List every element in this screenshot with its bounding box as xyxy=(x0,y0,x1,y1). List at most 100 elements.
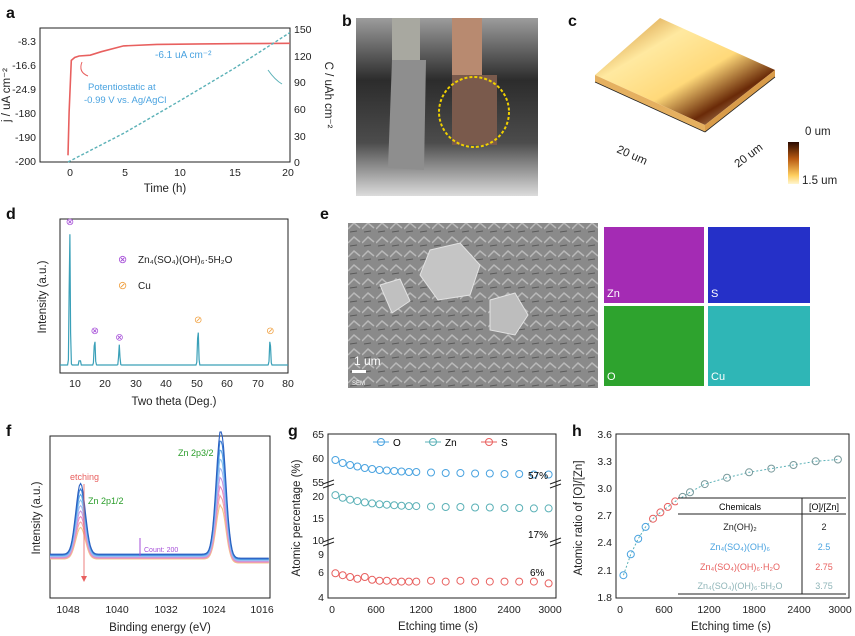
xtick: 80 xyxy=(282,378,294,390)
data-point-s xyxy=(382,576,391,585)
ytick: 65 xyxy=(312,429,324,441)
data-point xyxy=(811,457,820,466)
y-axis-label: Intensity (a.u.) xyxy=(31,481,43,554)
ytick: 6 xyxy=(318,567,324,579)
peak-marker: ⊘ xyxy=(266,326,274,337)
data-point xyxy=(663,502,672,511)
legend-label-s: S xyxy=(501,438,508,449)
data-point-o xyxy=(404,468,413,476)
data-point xyxy=(700,480,709,489)
ytick: 15 xyxy=(312,513,324,525)
data-point-s xyxy=(397,577,406,586)
afm-axis-x xyxy=(594,81,706,133)
xps-spectrum xyxy=(50,431,269,559)
axis-break xyxy=(322,537,335,543)
data-point-o xyxy=(353,462,362,471)
data-point-o xyxy=(515,470,524,478)
y-ticks: 3.6 3.3 3.0 2.7 2.4 2.1 1.8 xyxy=(597,429,612,604)
legend-marker-zn: ⊗ xyxy=(118,254,127,266)
xtick: 2400 xyxy=(497,604,521,616)
table-header-chemicals: Chemicals xyxy=(719,502,762,512)
eds-map-s xyxy=(708,227,810,303)
series-points xyxy=(331,456,553,588)
x-ticks: 0 5 10 15 20 xyxy=(67,167,294,179)
axis-break xyxy=(549,483,562,489)
plot-frame xyxy=(615,433,850,599)
left-y-ticks: -8.3 -16.6 -24.9 -180 -190 -200 xyxy=(12,36,36,168)
x-ticks: 1048 1040 1032 1024 1016 xyxy=(56,604,274,616)
peak-marker: ⊗ xyxy=(91,326,99,337)
data-point xyxy=(723,473,731,482)
plot-frame xyxy=(59,218,289,374)
ytick: 60 xyxy=(312,453,324,465)
data-point-zn xyxy=(500,504,509,512)
ytick: 1.8 xyxy=(597,592,612,604)
data-point-s xyxy=(346,573,355,581)
table-cell-ratio: 2.5 xyxy=(818,542,831,552)
beaker-background xyxy=(356,18,538,196)
data-point xyxy=(833,455,842,464)
axis-break xyxy=(322,479,335,485)
eds-map-zn xyxy=(604,227,704,303)
data-point-s xyxy=(338,571,347,580)
eds-label-zn: Zn xyxy=(607,288,620,300)
pct-label-zn: 17% xyxy=(528,530,548,541)
etching-arrowhead xyxy=(81,576,87,582)
peak-marker: ⊗ xyxy=(66,217,74,228)
xtick: 0 xyxy=(67,167,73,179)
data-point-s xyxy=(404,577,413,586)
xtick: 1040 xyxy=(105,604,129,616)
panel-e-sem: e 1 um SEM Zn S O Cu xyxy=(320,206,810,388)
axis-break xyxy=(549,479,562,485)
current-density-line xyxy=(67,42,291,156)
peak-marker: ⊗ xyxy=(115,333,123,344)
ytick: -24.9 xyxy=(12,84,36,96)
legend-label-cu: Cu xyxy=(138,281,151,292)
data-point-s xyxy=(353,574,362,583)
y-axis-label-left: j / uA cm⁻² xyxy=(1,68,13,123)
xtick: 1024 xyxy=(202,604,226,616)
data-point-zn xyxy=(382,500,391,509)
data-point-s xyxy=(360,573,369,581)
xtick: 0 xyxy=(617,604,623,616)
ytick-right: 120 xyxy=(294,51,312,63)
data-point-o xyxy=(412,468,421,476)
data-point-o xyxy=(390,467,399,475)
y-axis-label: Atomic ratio of [O]/[Zn] xyxy=(573,460,585,575)
data-point-o xyxy=(331,456,340,464)
ytick: 3.3 xyxy=(597,456,612,468)
data-point xyxy=(745,468,754,477)
copper-electrode xyxy=(452,75,497,145)
table-cell-ratio: 3.75 xyxy=(815,581,833,591)
data-point-s xyxy=(456,576,465,585)
data-point-s xyxy=(331,569,340,578)
ytick: -190 xyxy=(15,132,36,144)
data-point xyxy=(641,522,650,531)
xtick: 5 xyxy=(122,167,128,179)
xtick: 20 xyxy=(99,378,111,390)
data-point-o xyxy=(485,469,494,478)
data-point-s xyxy=(529,577,538,586)
ytick-right: 90 xyxy=(294,77,306,89)
plot-frame xyxy=(327,433,557,599)
xtick: 50 xyxy=(191,378,203,390)
table-cell-ratio: 2 xyxy=(821,522,826,532)
sem-scalebar-label: 1 um xyxy=(354,354,381,368)
data-point-s xyxy=(544,579,553,588)
x-axis-label: Binding energy (eV) xyxy=(109,622,211,634)
data-point-zn xyxy=(456,503,465,511)
ytick: 20 xyxy=(312,491,324,503)
panel-a-chart: a -8.3 -16.6 -24.9 -180 -190 -200 150 12… xyxy=(1,5,334,195)
data-point-o xyxy=(529,470,538,479)
data-point-zn xyxy=(515,504,524,512)
xtick: 40 xyxy=(160,378,172,390)
table-header-ratio: [O]/[Zn] xyxy=(809,502,839,512)
data-point-zn xyxy=(412,502,421,511)
xtick: 70 xyxy=(252,378,264,390)
x-axis-label: Etching time (s) xyxy=(691,621,771,633)
xtick: 1048 xyxy=(56,604,80,616)
data-point-zn xyxy=(375,500,384,509)
panel-c-afm-map: c 20 um 20 um 0 um 1.5 um xyxy=(568,13,837,187)
ytick-right: 60 xyxy=(294,104,306,116)
afm-x-dimension: 20 um xyxy=(615,144,649,168)
